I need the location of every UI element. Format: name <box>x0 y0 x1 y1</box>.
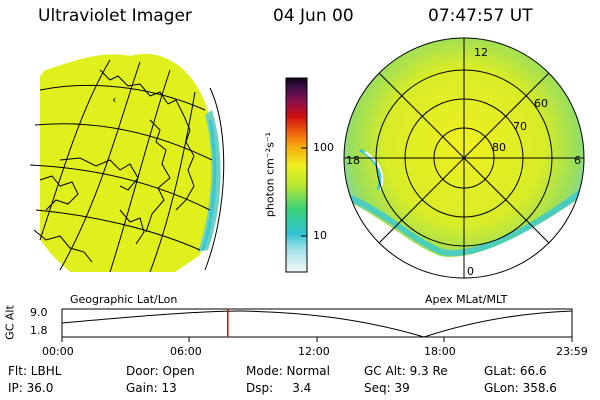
aurora-emission-left <box>40 53 216 273</box>
lat-label-80: 80 <box>492 141 506 154</box>
colorbar <box>285 77 308 273</box>
time-tick-1200: 12:00 <box>298 345 330 358</box>
mlt-label-0: 0 <box>467 265 474 278</box>
lat-label-70: 70 <box>513 120 527 133</box>
altitude-plot <box>61 308 573 342</box>
time-tick-2359: 23:59 <box>556 345 588 358</box>
polar-image <box>343 37 585 279</box>
info-ip: IP: 36.0 <box>8 381 54 395</box>
info-filter: Flt: LBHL <box>8 364 62 378</box>
date-label: 04 Jun 00 <box>273 6 354 26</box>
time-tick-0600: 06:00 <box>170 345 202 358</box>
info-mode: Mode: Normal <box>246 364 330 378</box>
info-dsp: Dsp: 3.4 <box>246 381 312 395</box>
apex-panel-label: Apex MLat/MLT <box>425 293 508 306</box>
altitude-ytick-1: 1.8 <box>30 324 48 337</box>
mlt-label-12: 12 <box>474 46 488 59</box>
colorbar-tick-100: 100 <box>313 141 334 154</box>
time-label: 07:47:57 UT <box>428 6 533 26</box>
polar-grid <box>343 37 585 279</box>
colorbar-tick-10: 10 <box>313 229 327 242</box>
info-glat: GLat: 66.6 <box>484 364 547 378</box>
info-glon: GLon: 358.6 <box>484 381 557 395</box>
altitude-ylabel: GC Alt <box>3 305 17 340</box>
geographic-image: ‹ <box>29 53 225 273</box>
mark-text: ‹ <box>112 93 116 106</box>
colorbar-unit-label: photon cm⁻²s⁻¹ <box>263 131 277 218</box>
time-tick-0000: 00:00 <box>42 345 74 358</box>
mlt-label-18: 18 <box>346 154 360 167</box>
info-gc-alt: GC Alt: 9.3 Re <box>364 364 448 378</box>
altitude-curve <box>61 310 573 338</box>
info-seq: Seq: 39 <box>364 381 410 395</box>
time-tick-1800: 18:00 <box>424 345 456 358</box>
geographic-grid <box>29 59 225 273</box>
geographic-panel-label: Geographic Lat/Lon <box>70 293 178 306</box>
app-title: Ultraviolet Imager <box>38 6 192 26</box>
info-door: Door: Open <box>126 364 195 378</box>
mlt-label-6: 6 <box>574 154 581 167</box>
altitude-ytick-9: 9.0 <box>30 306 48 319</box>
lat-label-60: 60 <box>534 97 548 110</box>
coastlines <box>33 69 195 263</box>
info-gain: Gain: 13 <box>126 381 177 395</box>
